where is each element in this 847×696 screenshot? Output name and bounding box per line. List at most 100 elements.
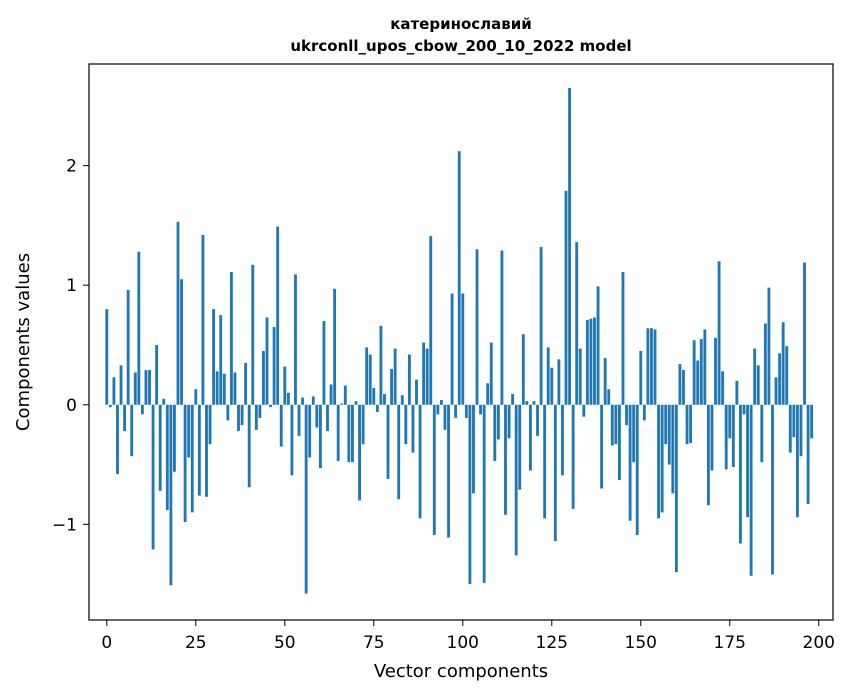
bar [247,404,251,488]
y-axis-ticks: −1 0 1 2 [52,157,89,535]
bar [600,404,604,489]
bar [361,404,365,445]
bar [504,404,507,515]
bar [194,389,198,405]
bar [664,404,668,445]
bar [329,384,333,405]
x-tick-label: 50 [274,633,296,653]
y-tick-label: −1 [52,515,77,535]
bar [454,404,458,418]
bar [646,328,650,405]
bar [778,353,782,405]
bar [496,404,500,440]
bar [279,404,283,447]
bar [240,404,244,426]
bar [251,264,255,405]
bar [795,404,799,518]
bar [351,404,354,463]
bar [333,288,337,405]
x-tick-label: 0 [101,633,112,653]
bar [625,404,628,426]
chart-title: катеринославий [390,15,532,33]
bar [336,404,340,461]
bar [653,329,657,405]
plot-frame [88,63,834,621]
x-tick-label: 200 [803,633,835,653]
bar [457,151,461,405]
bar [372,388,376,405]
bar [689,404,693,444]
bar [205,404,208,497]
bar [151,404,155,550]
bar [354,401,358,405]
bar [564,190,568,405]
bar [105,309,109,405]
bar [123,404,127,432]
bar [589,318,593,405]
bar [792,404,796,438]
bar [575,242,579,405]
bar [311,396,315,405]
bar [375,404,379,412]
bar [582,404,586,417]
bar [297,404,301,436]
bar [553,404,557,542]
bar [678,364,682,405]
y-tick-label: 1 [66,276,77,296]
bar [507,404,511,439]
y-tick-label: 0 [66,396,77,416]
bar [386,404,390,479]
bar [108,404,112,408]
bar [767,287,771,405]
bar [212,309,216,405]
bar [432,404,436,536]
bar [436,404,440,415]
bar [133,372,137,405]
bar [137,251,141,405]
bar [379,325,383,405]
bar [610,404,614,446]
bar [528,404,532,471]
bar [422,342,426,405]
bar [464,404,468,418]
bar [294,274,297,405]
bar [215,371,219,405]
bar [404,404,408,445]
bar [286,392,290,405]
bar [440,399,443,405]
bar [724,404,728,470]
bar [197,404,201,496]
bar [710,404,714,471]
bar [130,404,134,457]
bar [425,348,429,405]
bar [607,389,611,405]
bar [290,404,294,476]
bar [799,404,803,457]
bar [706,404,710,506]
bar [557,359,561,405]
x-tick-label: 75 [363,633,385,653]
bar [219,315,223,405]
bar [116,404,119,475]
bar [383,394,386,405]
bar [126,289,130,405]
bar [593,317,596,405]
bar [781,322,785,405]
bar [728,404,732,439]
bar [368,354,372,405]
bar [190,404,194,513]
bar [493,404,497,461]
bar [155,344,159,405]
bar [756,365,760,405]
bar [546,347,550,405]
bar [482,404,486,583]
bar [183,404,187,522]
bar [685,404,689,445]
x-tick-label: 175 [714,633,746,653]
bar [276,226,280,405]
bar [667,404,671,465]
y-axis-label: Components values [13,253,34,431]
bar [415,379,418,405]
bar [461,293,465,405]
